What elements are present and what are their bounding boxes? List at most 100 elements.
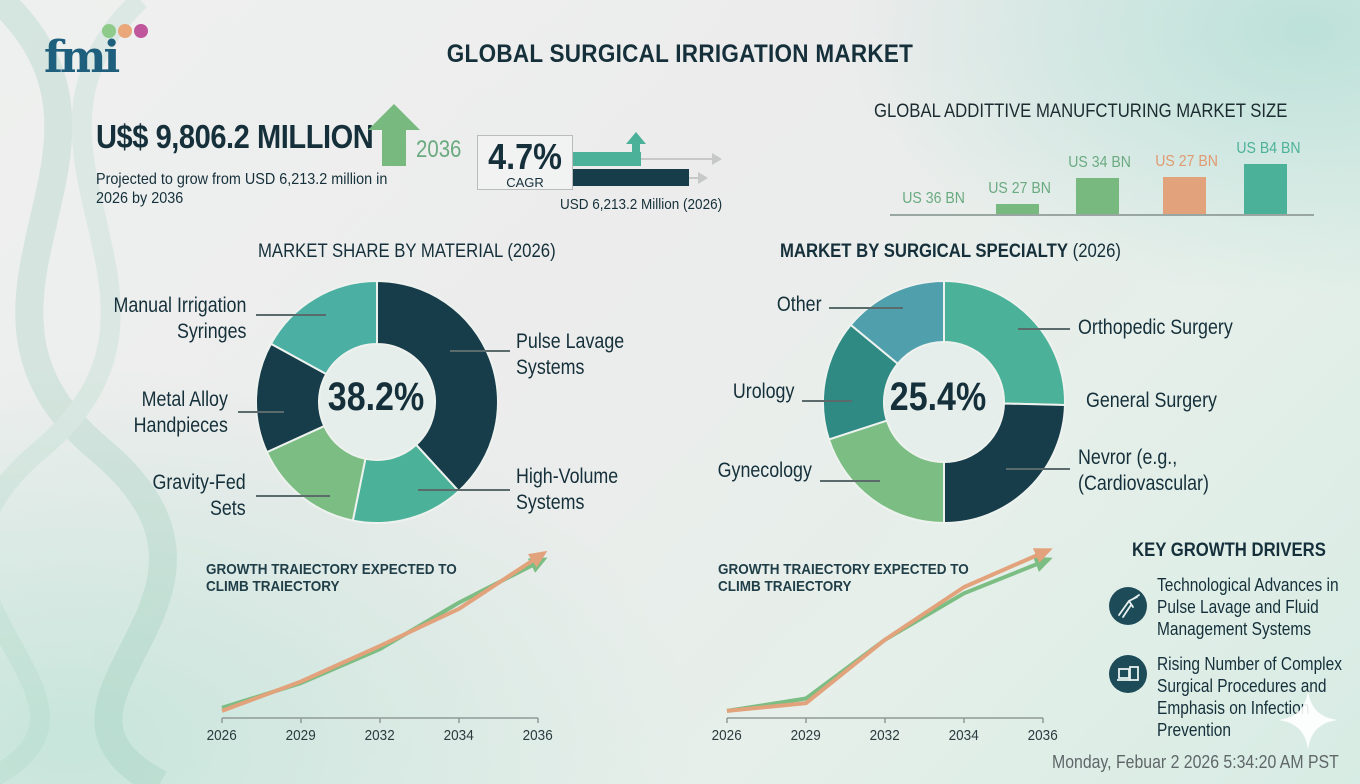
market-size-chart-title: GLOBAL ADDITTIVE MANUFCTURING MARKET SIZ… bbox=[874, 101, 1288, 122]
title-line: GROWTH TRAIECTORY EXPECTED TO bbox=[206, 561, 457, 578]
material-donut-chart bbox=[256, 279, 498, 524]
target-year: 2036 bbox=[416, 136, 462, 163]
leader-line bbox=[256, 314, 326, 316]
chart-axis bbox=[890, 214, 1314, 216]
label-nevror: Nevror (e.g., (Cardiovascular) bbox=[1078, 445, 1209, 497]
key-drivers-title: KEY GROWTH DRIVERS bbox=[1132, 540, 1326, 561]
title-line: GROWTH TRAIECTORY EXPECTED TO bbox=[718, 561, 969, 578]
cagr-box: 4.7% CAGR bbox=[477, 135, 573, 190]
line-series bbox=[221, 551, 546, 713]
surgical-tool-icon bbox=[1109, 587, 1147, 625]
donut-segment bbox=[943, 279, 1066, 407]
label-pulse-lavage: Pulse Lavage Systems bbox=[516, 329, 624, 381]
growth-line-chart-1 bbox=[221, 550, 548, 723]
label-line: Metal Alloy bbox=[141, 388, 228, 411]
cagr-label: CAGR bbox=[506, 175, 544, 190]
arrow-right-icon bbox=[698, 172, 708, 184]
leader-line bbox=[1018, 328, 1070, 330]
label-line: (Cardiovascular) bbox=[1078, 472, 1209, 495]
sparkle-icon bbox=[1278, 690, 1338, 750]
logo-dot-magenta bbox=[134, 24, 148, 38]
background-tint bbox=[840, 0, 1360, 300]
x-tick-label: 2032 bbox=[869, 727, 900, 744]
page-title: GLOBAL SURGICAL IRRIGATION MARKET bbox=[446, 40, 914, 68]
x-tick-label: 2026 bbox=[206, 727, 237, 744]
donut-segment bbox=[943, 402, 1066, 525]
growth-bar-teal bbox=[573, 152, 641, 166]
bar-label: US B4 BN bbox=[1236, 140, 1301, 157]
x-tick-label: 2034 bbox=[948, 727, 979, 744]
donut-segment bbox=[849, 279, 945, 366]
arrowhead-icon bbox=[1032, 548, 1053, 563]
bar bbox=[996, 204, 1039, 214]
title-line: CLIMB TRAIECTORY bbox=[718, 578, 852, 595]
projection-subtitle: Projected to grow from USD 6,213.2 milli… bbox=[96, 171, 388, 207]
arrowhead-icon bbox=[527, 550, 548, 568]
bar-label: US 27 BN bbox=[988, 180, 1051, 197]
growth-chart-title-1: GROWTH TRAIECTORY EXPECTED TO CLIMB TRAI… bbox=[206, 561, 457, 595]
growth-chart-title-2: GROWTH TRAIECTORY EXPECTED TO CLIMB TRAI… bbox=[718, 561, 969, 595]
specialty-chart-title: MARKET BY SURGICAL SPECIALTY (2026) bbox=[780, 241, 1121, 263]
title-suffix: (2026) bbox=[1067, 241, 1121, 262]
medical-device-icon bbox=[1109, 655, 1147, 693]
bar bbox=[1076, 178, 1119, 214]
logo-dot-green bbox=[102, 24, 116, 38]
material-chart-title: MARKET SHARE BY MATERIAL (2026) bbox=[258, 241, 556, 262]
x-tick-label: 2036 bbox=[522, 727, 553, 744]
line-series bbox=[221, 557, 545, 710]
title-line: CLIMB TRAIECTORY bbox=[206, 578, 340, 595]
label-line: Systems bbox=[516, 356, 585, 379]
label-general-surgery: General Surgery bbox=[1086, 389, 1217, 412]
title-bold: MARKET BY SURGICAL SPECIALTY bbox=[780, 241, 1068, 262]
label-gravity-fed: Gravity-Fed Sets bbox=[153, 470, 246, 522]
arrowhead-icon bbox=[1033, 557, 1053, 572]
label-manual-irrigation: Manual Irrigation Syringes bbox=[113, 293, 246, 345]
label-line: Syringes bbox=[176, 320, 246, 343]
leader-line bbox=[418, 489, 510, 491]
label-line: High-Volume bbox=[516, 465, 619, 488]
x-tick-label: 2026 bbox=[711, 727, 742, 744]
label-line: Systems bbox=[516, 491, 585, 514]
base-value-note: USD 6,213.2 Million (2026) bbox=[560, 196, 723, 213]
bar-label: US 34 BN bbox=[1068, 154, 1131, 171]
fmi-logo: fmi bbox=[44, 22, 154, 82]
leader-line bbox=[238, 411, 284, 413]
leader-line bbox=[820, 480, 880, 482]
base-bar-dark bbox=[573, 169, 689, 186]
label-line: Gravity-Fed bbox=[152, 471, 246, 494]
leader-line bbox=[256, 495, 330, 497]
label-urology: Urology bbox=[732, 380, 794, 403]
logo-dot-orange bbox=[118, 24, 132, 38]
growth-arrow-stem bbox=[632, 143, 640, 153]
arrow-line bbox=[641, 158, 713, 160]
arrow-right-icon bbox=[712, 153, 722, 165]
bar-label: US 36 BN bbox=[902, 190, 965, 207]
arrow-line bbox=[689, 177, 699, 179]
label-other: Other bbox=[777, 293, 822, 316]
label-gynecology: Gynecology bbox=[717, 459, 812, 482]
up-arrow-icon bbox=[368, 104, 420, 166]
material-center-value: 38.2% bbox=[327, 375, 425, 419]
label-line: Nevror (e.g., bbox=[1078, 446, 1178, 469]
leader-line bbox=[829, 307, 903, 309]
label-orthopedic: Orthopedic Surgery bbox=[1078, 316, 1233, 339]
label-high-volume: High-Volume Systems bbox=[516, 464, 618, 516]
label-line: Pulse Lavage bbox=[516, 330, 625, 353]
donut-segment bbox=[827, 419, 945, 525]
leader-line bbox=[802, 400, 852, 402]
cagr-value: 4.7% bbox=[488, 136, 562, 177]
growth-line-chart-2 bbox=[726, 548, 1053, 723]
bar bbox=[1163, 177, 1206, 214]
x-tick-label: 2036 bbox=[1027, 727, 1058, 744]
line-series bbox=[726, 548, 1050, 713]
dna-helix-decoration bbox=[0, 0, 177, 784]
label-line: Handpieces bbox=[133, 414, 228, 437]
x-tick-label: 2032 bbox=[364, 727, 395, 744]
logo-text: fmi bbox=[44, 32, 120, 83]
market-value-headline: U$$ 9,806.2 MILLION bbox=[96, 118, 374, 155]
label-line: Manual Irrigation bbox=[113, 294, 246, 317]
driver-text-1: Technological Advances in Pulse Lavage a… bbox=[1157, 575, 1339, 639]
specialty-donut-chart bbox=[822, 279, 1066, 525]
timestamp: Monday, Febuar 2 2026 5:34:20 AM PST bbox=[1052, 752, 1339, 772]
x-tick-label: 2029 bbox=[790, 727, 821, 744]
